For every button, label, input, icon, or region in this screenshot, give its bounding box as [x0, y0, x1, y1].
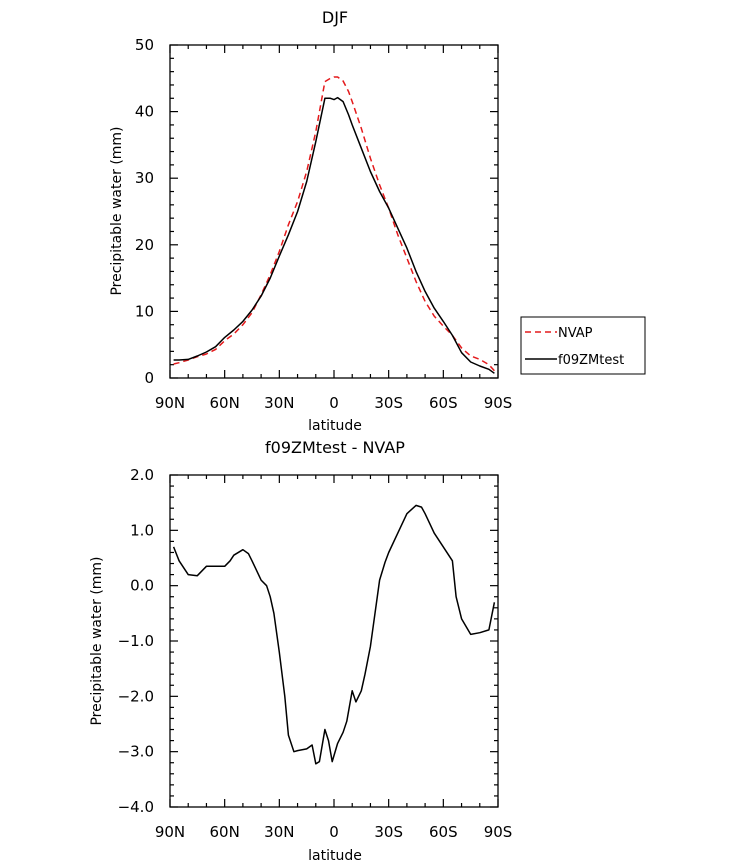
top-chart-title: DJF: [322, 8, 348, 27]
bottom-y-tick-label: −3.0: [118, 743, 154, 761]
bottom-x-tick-label: 60S: [429, 823, 458, 841]
top-y-tick-label: 20: [135, 236, 154, 254]
top-series-line-nvap: [173, 76, 495, 372]
bottom-y-tick-label: 2.0: [130, 466, 154, 484]
bottom-y-tick-label: 0.0: [130, 577, 154, 595]
legend: NVAP f09ZMtest: [520, 316, 646, 375]
bottom-axis-ticks: 90N 60N 30N 0 30S 60S 90S 2.0 1.0 0.0 −1.0 −2.0 −3.0…: [118, 466, 513, 841]
top-series-line-f09zmtest: [173, 96, 495, 374]
bottom-x-axis-label: latitude: [308, 848, 362, 864]
bottom-y-tick-label: −4.0: [118, 798, 154, 816]
bottom-chart-panel: f09ZMtest - NVAP 90N 60N 30N 0 30S 60S 90S 2.0 1…: [89, 438, 512, 864]
top-axis-ticks: 90N 60N 30N 0 30S 60S 90S 0 10 20 30 40 50: [135, 36, 512, 412]
top-y-tick-label: 30: [135, 169, 154, 187]
bottom-y-axis-label: Precipitable water (mm): [89, 556, 105, 725]
top-x-tick-label: 60N: [210, 394, 240, 412]
legend-label-nvap: NVAP: [558, 326, 593, 341]
top-chart-panel: DJF 90N 60N 30N 0 30S 60S 90S 0 10 20 30 40 50 latit…: [109, 8, 646, 434]
legend-label-f09zmtest: f09ZMtest: [558, 353, 624, 368]
top-x-tick-label: 60S: [429, 394, 458, 412]
bottom-x-tick-label: 90N: [155, 823, 185, 841]
bottom-series-line-difference: [172, 504, 496, 765]
top-y-tick-label: 0: [144, 369, 154, 387]
bottom-y-tick-label: 1.0: [130, 521, 154, 539]
bottom-x-tick-label: 60N: [210, 823, 240, 841]
bottom-y-tick-label: −2.0: [118, 687, 154, 705]
bottom-x-tick-label: 90S: [484, 823, 513, 841]
top-x-axis-label: latitude: [308, 418, 362, 434]
bottom-x-tick-label: 30N: [264, 823, 294, 841]
legend-box: [520, 316, 646, 375]
top-x-tick-label: 0: [329, 394, 339, 412]
top-y-tick-label: 10: [135, 302, 154, 320]
bottom-chart-title: f09ZMtest - NVAP: [265, 438, 405, 457]
bottom-x-tick-label: 30S: [374, 823, 403, 841]
top-plot-frame: [169, 44, 499, 379]
top-x-tick-label: 90S: [484, 394, 513, 412]
bottom-series-group: [172, 504, 496, 765]
top-y-axis-label: Precipitable water (mm): [109, 126, 125, 295]
top-y-tick-label: 50: [135, 36, 154, 54]
bottom-x-tick-label: 0: [329, 823, 339, 841]
bottom-y-tick-label: −1.0: [118, 632, 154, 650]
top-series-group: [173, 76, 495, 374]
top-x-tick-label: 30S: [374, 394, 403, 412]
top-x-tick-label: 90N: [155, 394, 185, 412]
top-y-tick-label: 40: [135, 103, 154, 121]
top-x-tick-label: 30N: [264, 394, 294, 412]
